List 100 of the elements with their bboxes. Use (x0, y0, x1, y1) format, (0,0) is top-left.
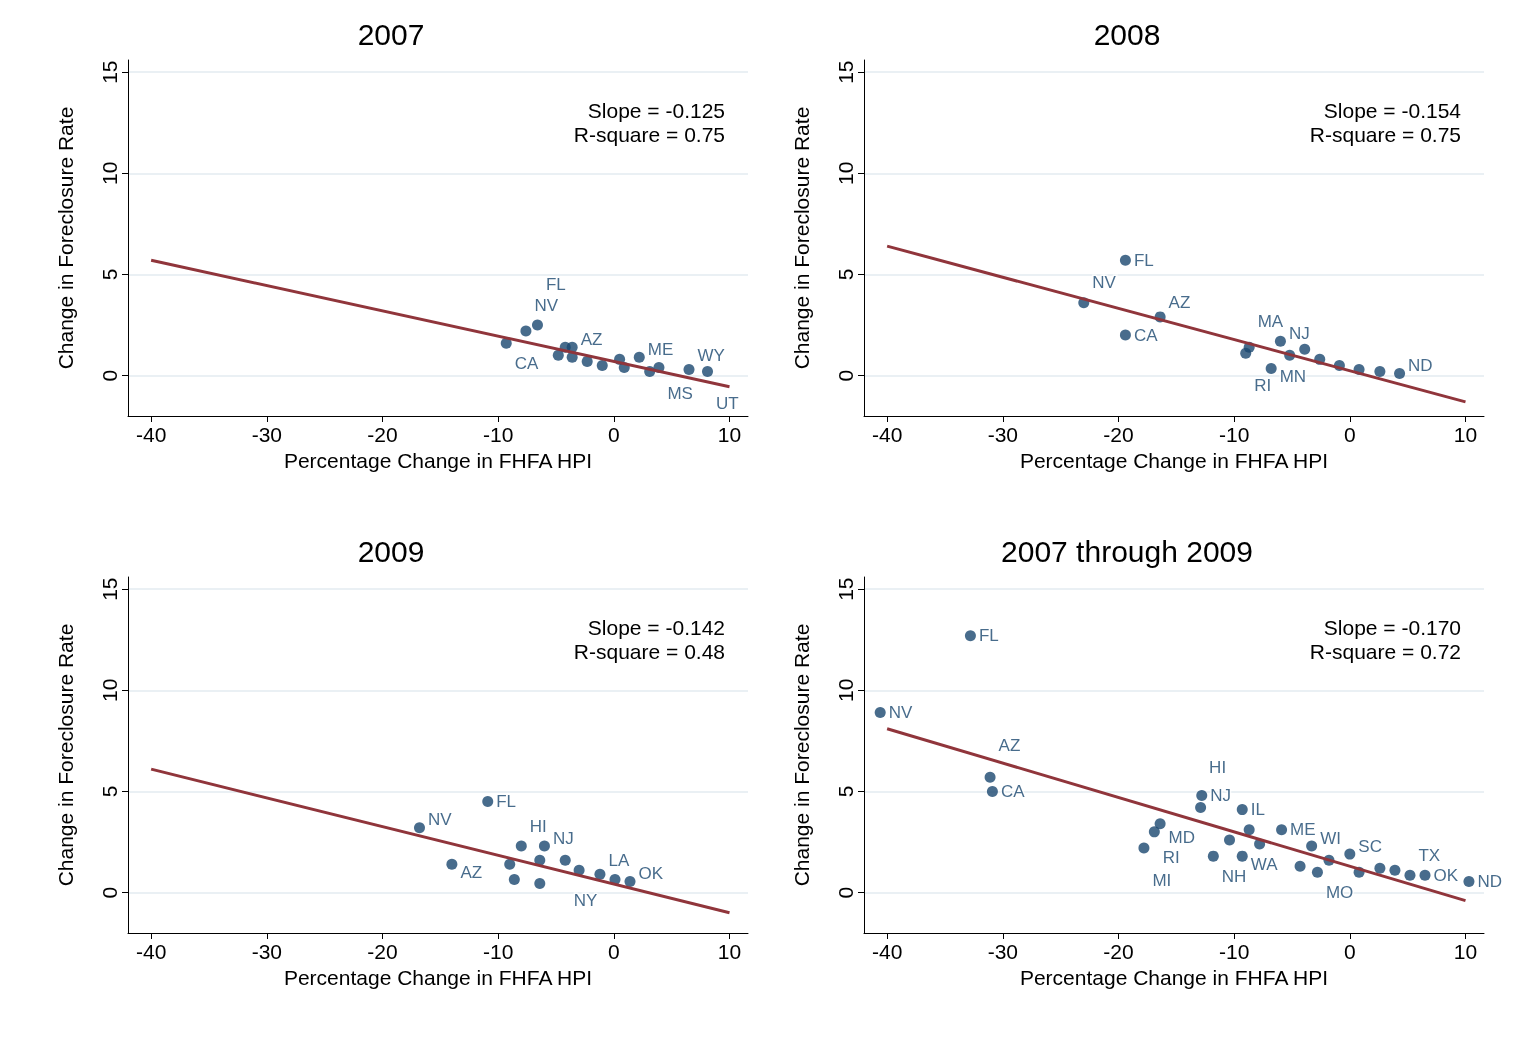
data-label: MS (667, 383, 693, 403)
point (633, 351, 645, 363)
data-label: NV (1092, 273, 1117, 293)
x-tick-label: 0 (607, 423, 620, 446)
chart-title: 2007 (357, 17, 425, 51)
point (500, 337, 512, 349)
x-axis-title: Percentage Change in FHFA HPI (1019, 965, 1329, 989)
data-label: AZ (1168, 293, 1191, 313)
data-label: MD (1168, 828, 1196, 848)
y-axis-title: Change in Foreclosure Rate (790, 106, 813, 370)
x-tick-label: -30 (987, 940, 1018, 963)
annotation: Slope = -0.142 (587, 616, 725, 639)
x-tick-label: -30 (251, 423, 282, 446)
point (624, 875, 636, 887)
y-axis-title: Change in Foreclosure Rate (54, 106, 77, 370)
point (446, 858, 458, 870)
annotation: Slope = -0.170 (1323, 616, 1461, 639)
data-label: WY (697, 345, 725, 365)
data-label: OK (638, 863, 664, 883)
point (1240, 347, 1252, 359)
data-label: NV (888, 703, 913, 723)
x-axis-title: Percentage Change in FHFA HPI (283, 965, 593, 989)
point (1243, 824, 1255, 836)
point (534, 877, 546, 889)
data-label: NJ (552, 828, 574, 848)
point (1394, 368, 1406, 380)
point (559, 854, 571, 866)
point (414, 822, 425, 834)
data-label: ME (1290, 820, 1316, 840)
data-label: NJ (1210, 785, 1232, 805)
point (531, 319, 543, 331)
data-label: HI (529, 816, 547, 836)
x-tick-label: 10 (1453, 940, 1478, 963)
data-label: FL (978, 626, 999, 646)
data-label: MI (1152, 870, 1172, 890)
y-tick-label: 5 (98, 268, 121, 281)
point (964, 630, 976, 642)
point (504, 858, 516, 870)
annotation: Slope = -0.154 (1323, 99, 1462, 122)
point (1294, 860, 1306, 872)
data-label: NH (1221, 866, 1247, 886)
point (1196, 789, 1208, 801)
point (1195, 802, 1207, 814)
x-tick-label: -10 (1218, 423, 1250, 446)
y-tick-label: 10 (98, 161, 121, 185)
point (1119, 329, 1131, 341)
point (482, 796, 494, 808)
point (683, 363, 695, 375)
y-axis-title: Change in Foreclosure Rate (54, 623, 77, 887)
x-tick-label: -10 (482, 940, 514, 963)
point (1207, 850, 1219, 862)
y-tick-label: 15 (834, 577, 857, 601)
x-tick-label: -10 (1218, 940, 1250, 963)
x-axis-title: Percentage Change in FHFA HPI (1019, 448, 1329, 472)
y-tick-label: 0 (834, 886, 857, 899)
data-label: NJ (1288, 323, 1310, 343)
x-tick-label: 10 (717, 940, 742, 963)
data-label: ND (1477, 871, 1503, 891)
point (581, 355, 593, 367)
data-label: LA (608, 850, 630, 870)
point (984, 771, 996, 783)
y-tick-label: 10 (98, 678, 121, 702)
point (552, 349, 564, 361)
x-tick-label: -10 (482, 423, 514, 446)
x-tick-label: -20 (1103, 940, 1134, 963)
data-label: RI (1254, 375, 1272, 395)
point (986, 785, 998, 797)
point (1148, 826, 1160, 838)
x-tick-label: -40 (135, 940, 167, 963)
annotation: R-square = 0.72 (1309, 640, 1462, 663)
annotation: R-square = 0.75 (1309, 123, 1462, 146)
data-label: NY (573, 890, 598, 910)
data-label: SC (1358, 836, 1382, 856)
data-label: IL (1250, 800, 1265, 820)
point (1138, 842, 1150, 854)
y-tick-label: 15 (98, 60, 121, 84)
x-tick-label: 0 (1343, 940, 1356, 963)
point (515, 840, 527, 852)
x-tick-label: -20 (367, 940, 398, 963)
chart-title: 2007 through 2009 (1001, 534, 1253, 568)
x-tick-label: 0 (607, 940, 620, 963)
y-tick-label: 5 (834, 785, 857, 798)
annotation: Slope = -0.125 (587, 99, 725, 122)
y-tick-label: 5 (834, 268, 857, 281)
x-axis-title: Percentage Change in FHFA HPI (283, 448, 593, 472)
data-label: MN (1279, 366, 1307, 386)
data-label: CA (1000, 781, 1026, 801)
y-tick-label: 15 (98, 577, 121, 601)
point (874, 707, 886, 719)
point (1374, 862, 1386, 874)
point (538, 840, 550, 852)
data-label: FL (545, 275, 566, 295)
data-label: FL (496, 792, 517, 812)
point (508, 873, 520, 885)
chart-title: 2008 (1093, 17, 1161, 51)
point (596, 359, 608, 371)
y-tick-label: 10 (834, 161, 857, 185)
y-tick-label: 0 (98, 369, 121, 382)
data-label: RI (1162, 848, 1180, 868)
x-tick-label: -30 (251, 940, 282, 963)
